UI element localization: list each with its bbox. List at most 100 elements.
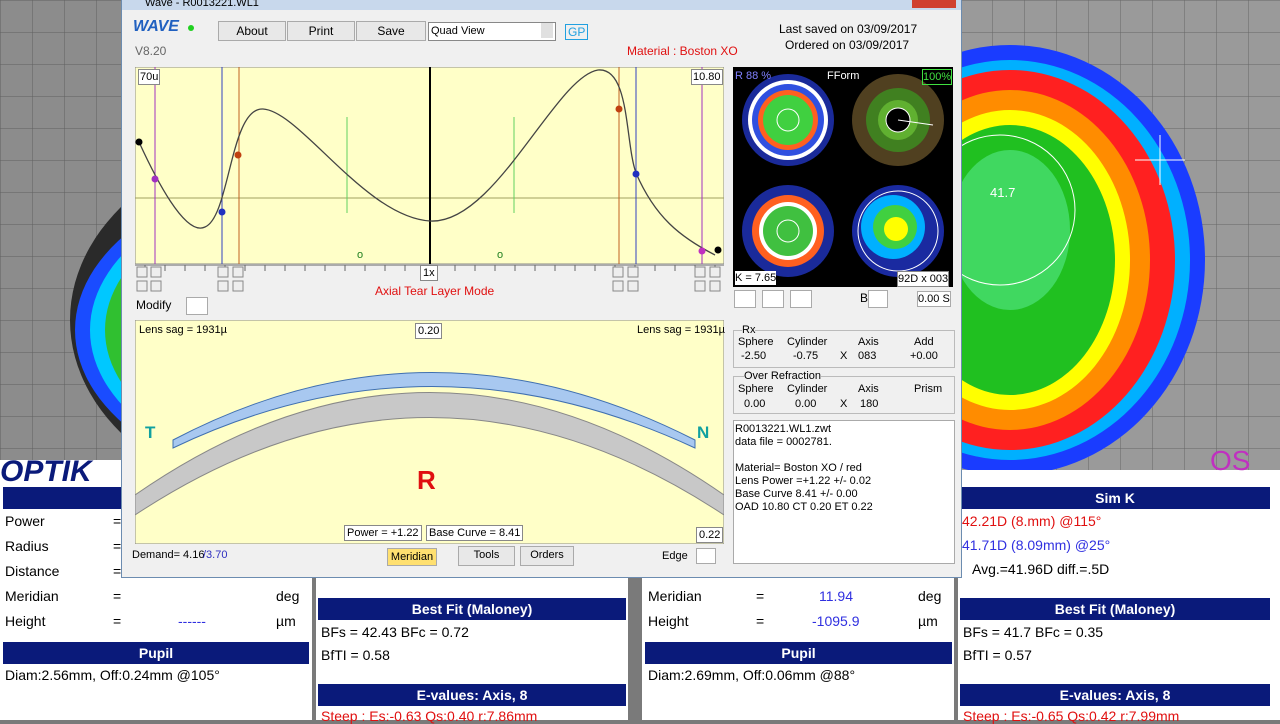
orders-tab[interactable]: Orders	[520, 546, 574, 566]
graph-ruler	[135, 264, 724, 292]
meridian-tab[interactable]: Meridian	[387, 548, 437, 566]
row-eq: =	[113, 588, 122, 604]
eye-side: R	[417, 465, 436, 495]
temporal: T	[145, 423, 156, 442]
last-saved: Last saved on 03/09/2017	[779, 22, 918, 36]
material: Material : Boston XO	[627, 44, 738, 58]
save-button[interactable]: Save	[356, 21, 426, 41]
pupil-text: Diam:2.69mm, Off:0.06mm @88°	[648, 667, 856, 683]
or-title: Over Refraction	[744, 369, 822, 383]
tear-layer-graph	[135, 67, 724, 264]
checkbox[interactable]	[734, 290, 756, 308]
best-fit: BFs = 42.43 BFc = 0.72	[321, 624, 469, 640]
row-value: -1095.9	[812, 613, 860, 629]
checkbox[interactable]	[790, 290, 812, 308]
row-unit: deg	[918, 588, 942, 604]
panel-header: Best Fit (Maloney)	[960, 598, 1270, 620]
close-button[interactable]	[912, 0, 956, 8]
rx-value: -2.50	[741, 350, 767, 362]
graph-diameter: 10.80	[691, 69, 723, 85]
rx-value: 083	[858, 350, 877, 362]
rx-header: Cylinder	[787, 336, 828, 348]
edge-checkbox[interactable]	[696, 548, 716, 564]
or-header: Axis	[858, 383, 879, 395]
row-eq: =	[756, 588, 765, 604]
row-value: 11.94	[819, 588, 853, 604]
info-box	[733, 420, 955, 564]
over-refraction-box	[733, 376, 955, 414]
info-line: Material= Boston XO / red	[735, 462, 862, 474]
info-line: Lens Power =+1.22 +/- 0.02	[735, 475, 872, 487]
row-eq: =	[113, 563, 122, 579]
row-label: Meridian	[5, 588, 59, 604]
simk: 42.21D (8.mm) @115°	[962, 513, 1102, 529]
row-eq: =	[113, 613, 122, 629]
graph-mode: Axial Tear Layer Mode	[375, 284, 495, 298]
cornea	[135, 392, 724, 516]
row-eq: =	[113, 538, 122, 554]
tools-tab[interactable]: Tools	[458, 546, 515, 566]
logo: WAVE	[133, 18, 179, 35]
print-button[interactable]: Print	[287, 21, 355, 41]
panel-header: Pupil	[3, 642, 309, 664]
panel-header: Pupil	[645, 642, 952, 664]
edge-thickness: 0.22	[696, 527, 724, 543]
window-title: Wave - R0013221.WL1	[145, 0, 259, 9]
best-fit: BfTI = 0.57	[963, 647, 1032, 663]
simk: Avg.=41.96D diff.=.5D	[972, 561, 1110, 577]
info-line: OAD 10.80 CT 0.20 ET 0.22	[735, 501, 873, 513]
dropdown-arrow[interactable]	[541, 23, 553, 38]
b-checkbox[interactable]	[868, 290, 888, 308]
rx-header: Sphere	[738, 336, 774, 348]
row-label: Height	[5, 613, 46, 629]
quad-maps	[733, 67, 953, 287]
row-label: Height	[648, 613, 689, 629]
title-bar	[122, 0, 961, 10]
tear-curve	[138, 69, 716, 256]
contact-lens	[172, 372, 696, 449]
graph-marker: o	[357, 249, 364, 261]
row-label: Radius	[5, 538, 49, 554]
zoom[interactable]: 1x	[420, 265, 438, 281]
map-form: FForm	[827, 70, 860, 82]
gp-button[interactable]: GP	[565, 24, 589, 40]
map-r: R 88 %	[735, 70, 772, 82]
info-line: Base Curve 8.41 +/- 0.00	[735, 488, 858, 500]
row-unit: µm	[276, 613, 296, 629]
base-curve: Base Curve = 8.41	[426, 525, 524, 541]
checkbox[interactable]	[762, 290, 784, 308]
logo: OPTIK	[0, 455, 92, 488]
center-thickness: 0.20	[415, 323, 443, 339]
rx-value: +0.00	[910, 350, 938, 362]
pupil-text: Diam:2.56mm, Off:0.24mm @105°	[5, 667, 220, 683]
or-value: X	[840, 398, 848, 410]
simk: 41.71D (8.09mm) @25°	[962, 537, 1111, 553]
ordered: Ordered on 03/09/2017	[785, 38, 910, 52]
modify-checkbox[interactable]	[186, 297, 208, 315]
evalues: Steep : Es:-0.63 Qs:0.40 r:7.86mm	[321, 708, 538, 724]
rx-header: Add	[914, 336, 934, 348]
or-value: 0.00	[795, 398, 817, 410]
map-k: K = 7.65	[735, 271, 777, 285]
version: V8.20	[135, 44, 167, 58]
s-value: 0.00 S	[917, 291, 951, 307]
map-pct: 100%	[922, 69, 953, 85]
view-value: Quad View	[431, 25, 485, 37]
demand: Demand= 4.16	[132, 549, 205, 561]
about-button[interactable]: About	[218, 21, 286, 41]
row-eq: =	[113, 513, 122, 529]
lens-sag: Lens sag = 1931µ	[139, 324, 227, 336]
eye-label: OS	[1210, 445, 1251, 476]
rx-header: Axis	[858, 336, 879, 348]
modify-label: Modify	[136, 298, 172, 312]
or-header: Sphere	[738, 383, 774, 395]
or-header: Prism	[914, 383, 943, 395]
map-value: 41.7	[990, 185, 1016, 200]
demand-alt: /3.70	[203, 549, 228, 561]
lens-view	[135, 320, 724, 544]
view-dropdown[interactable]	[428, 22, 556, 41]
rx-value: -0.75	[793, 350, 819, 362]
or-header: Cylinder	[787, 383, 828, 395]
